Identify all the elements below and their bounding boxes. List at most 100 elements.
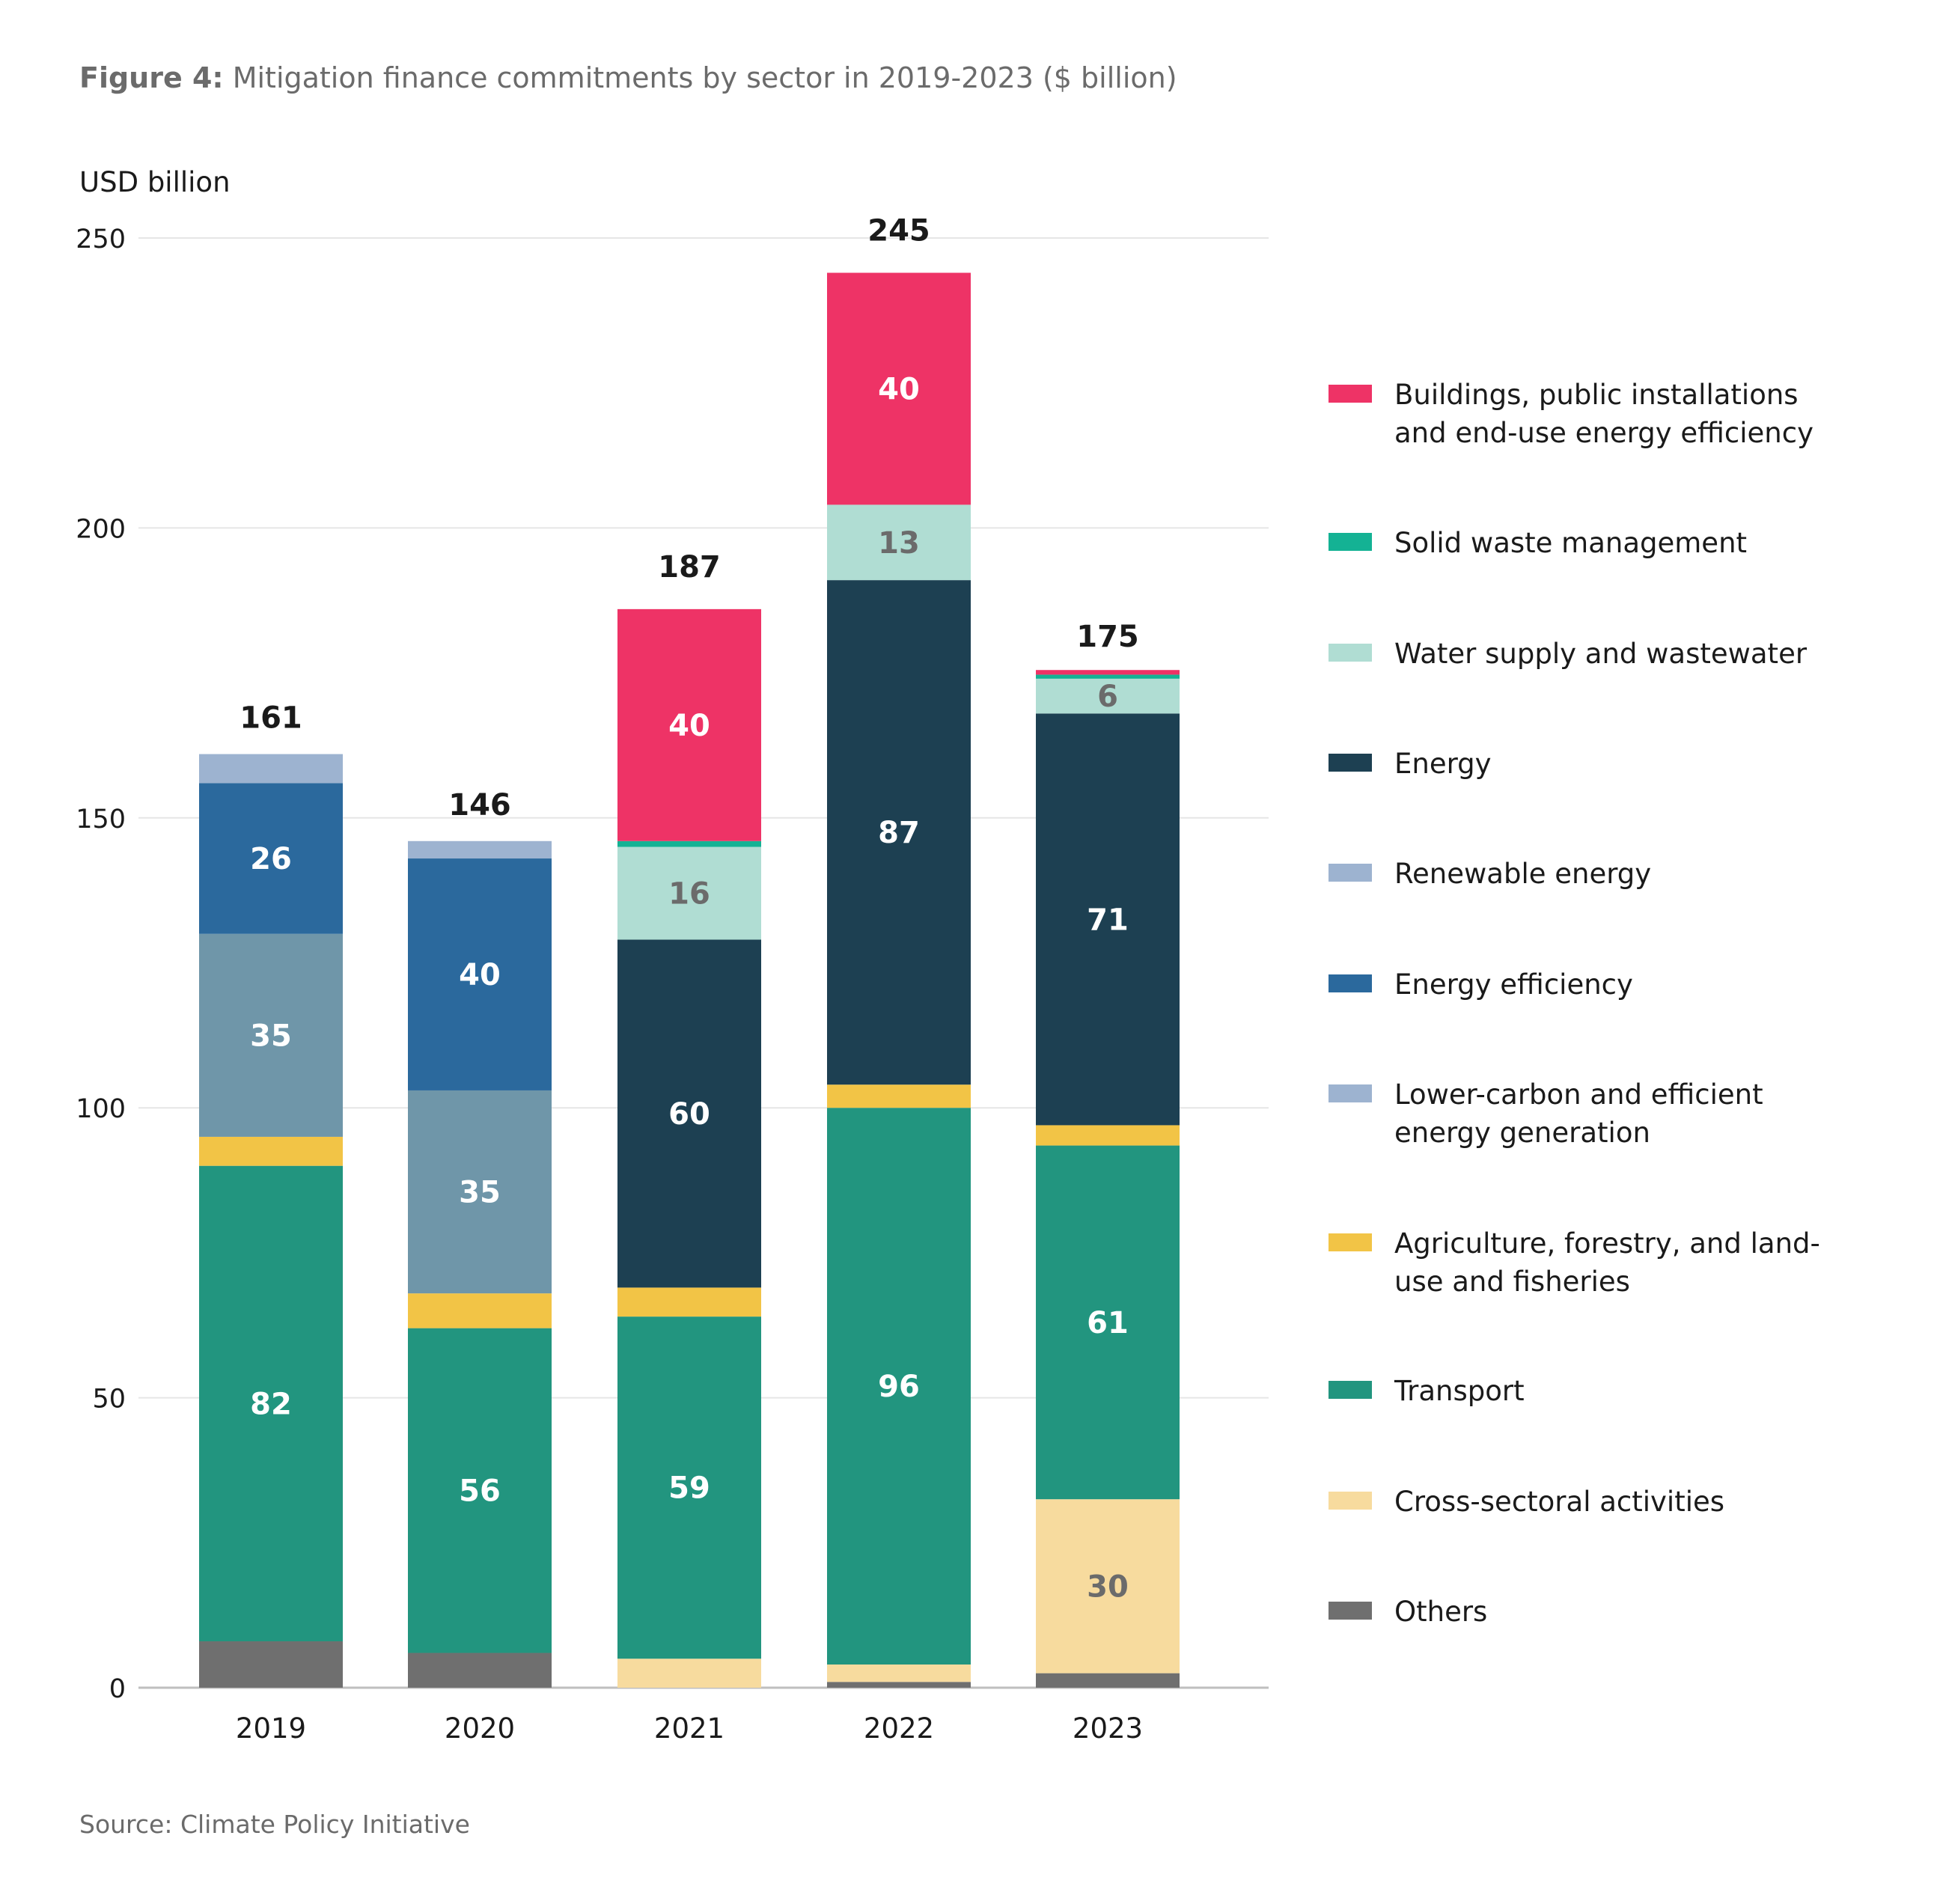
bar-segment: [408, 1090, 552, 1294]
data-label: 13: [878, 526, 920, 561]
stacked-bar-chart: USD billion 0 50 100 150 200 250 82 35 26 161 2019 5…: [76, 166, 1269, 1745]
bar-total-label: 175: [1076, 620, 1139, 654]
data-label: 56: [459, 1474, 501, 1509]
bar-segment: [827, 1108, 971, 1665]
data-label: 71: [1087, 903, 1129, 937]
legend-swatch: [1329, 754, 1372, 772]
bar-segment: [827, 580, 971, 1085]
y-tick-label: 250: [76, 225, 126, 254]
legend-swatch: [1329, 1602, 1372, 1620]
x-tick-label: 2020: [445, 1712, 515, 1745]
legend-item: Energy: [1329, 745, 1858, 783]
legend-swatch: [1329, 1381, 1372, 1399]
legend-item: Solid waste management: [1329, 524, 1858, 562]
bar-total-label: 146: [448, 788, 511, 823]
bar-segment: [617, 939, 761, 1288]
legend-label: Energy: [1394, 748, 1492, 780]
bar-segment: [617, 1316, 761, 1659]
data-label: 30: [1087, 1569, 1129, 1604]
bar-segment: [199, 1165, 343, 1642]
bar-segment: [1036, 1145, 1180, 1500]
y-tick-label: 0: [109, 1674, 126, 1704]
bar-segment: [408, 840, 552, 859]
bar-segment: [408, 858, 552, 1090]
bar-segment: [827, 272, 971, 505]
bar-segment: [199, 783, 343, 934]
x-tick-label: 2021: [654, 1712, 725, 1745]
bar-segment: [1036, 1125, 1180, 1146]
figure-number: Figure 4:: [79, 61, 224, 94]
legend-label: Agriculture, forestry, and land-use and …: [1394, 1227, 1820, 1298]
data-label: 40: [878, 372, 920, 406]
legend-item: Buildings, public installations and end-…: [1329, 376, 1858, 452]
bar-segment: [199, 754, 343, 784]
y-axis-title: USD billion: [79, 166, 231, 198]
legend-label: Renewable energy: [1394, 858, 1652, 890]
bar-segment: [827, 1682, 971, 1688]
bar-segment: [408, 1653, 552, 1688]
bar-total-label: 187: [658, 550, 721, 585]
legend-swatch: [1329, 1084, 1372, 1102]
bar-segment: [827, 504, 971, 581]
bar-segment: [1036, 1673, 1180, 1688]
legend-label: Buildings, public installations and end-…: [1394, 379, 1813, 449]
chart-title: Figure 4: Mitigation finance commitments…: [79, 61, 1177, 94]
legend-swatch: [1329, 533, 1372, 551]
legend-swatch: [1329, 1233, 1372, 1251]
legend-label: Lower-carbon and efficient energy genera…: [1394, 1078, 1763, 1149]
legend-item: Energy efficiency: [1329, 965, 1858, 1004]
bar-segment: [1036, 674, 1180, 679]
bar-segment: [827, 1084, 971, 1108]
x-tick-label: 2022: [864, 1712, 934, 1745]
data-label: 40: [668, 709, 710, 743]
legend-item: Lower-carbon and efficient energy genera…: [1329, 1075, 1858, 1152]
legend-item: Transport: [1329, 1372, 1858, 1410]
legend-label: Water supply and wastewater: [1394, 638, 1808, 670]
bar-segment: [1036, 678, 1180, 714]
bar-segment: [199, 1136, 343, 1166]
bar-segment: [617, 608, 761, 841]
legend-label: Transport: [1394, 1375, 1525, 1407]
y-tick-label: 50: [92, 1385, 126, 1415]
bar-segment: [199, 933, 343, 1137]
y-tick-label: 200: [76, 514, 126, 544]
legend-item: Water supply and wastewater: [1329, 635, 1858, 673]
bar-total-label: 245: [867, 214, 930, 248]
data-label: 35: [250, 1019, 292, 1053]
legend-swatch: [1329, 974, 1372, 992]
legend-label: Solid waste management: [1394, 527, 1748, 559]
bar-segment: [617, 1659, 761, 1688]
source-note: Source: Climate Policy Initiative: [79, 1810, 470, 1839]
data-label: 96: [878, 1370, 920, 1404]
data-label: 6: [1097, 680, 1118, 714]
data-label: 59: [668, 1471, 710, 1506]
legend-item: Renewable energy: [1329, 855, 1858, 893]
bar-segment: [1036, 1499, 1180, 1673]
bar-segment: [408, 1293, 552, 1328]
legend-swatch: [1329, 385, 1372, 403]
data-label: 16: [668, 877, 710, 912]
legend-item: Others: [1329, 1593, 1858, 1631]
legend-item: Cross-sectoral activities: [1329, 1483, 1858, 1521]
legend-label: Cross-sectoral activities: [1394, 1486, 1725, 1518]
data-label: 35: [459, 1176, 501, 1210]
bar-segment: [617, 1287, 761, 1317]
data-label: 26: [250, 842, 292, 876]
bar-segment: [408, 1328, 552, 1653]
bar-segment: [617, 840, 761, 847]
data-label: 60: [668, 1097, 710, 1132]
legend-swatch: [1329, 1492, 1372, 1510]
legend-label: Energy efficiency: [1394, 968, 1633, 1001]
legend-swatch: [1329, 864, 1372, 882]
bar-segment: [1036, 713, 1180, 1126]
bar-segment: [617, 846, 761, 940]
y-tick-label: 100: [76, 1094, 126, 1124]
chart-legend: Buildings, public installations and end-…: [1329, 0, 1927, 1904]
data-label: 40: [459, 958, 501, 992]
legend-item: Agriculture, forestry, and land-use and …: [1329, 1224, 1858, 1301]
data-label: 61: [1087, 1306, 1129, 1340]
data-label: 87: [878, 816, 920, 850]
legend-swatch: [1329, 644, 1372, 662]
x-tick-label: 2019: [236, 1712, 306, 1745]
bar-segment: [1036, 670, 1180, 675]
